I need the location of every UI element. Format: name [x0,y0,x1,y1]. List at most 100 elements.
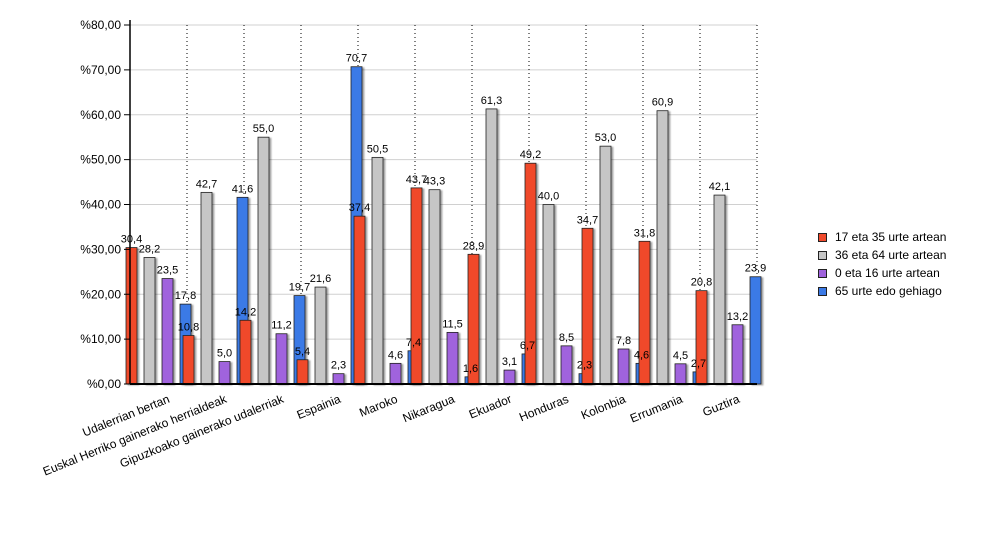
bar [257,136,270,385]
data-label: 4,6 [388,349,403,361]
bar [218,361,231,385]
data-label: 1,6 [463,363,478,375]
bar [560,345,573,385]
bar [542,204,555,385]
bar [200,191,213,385]
data-label: 2,7 [691,358,706,370]
data-label: 37,4 [349,202,370,214]
bar [731,324,744,385]
data-label: 19,7 [289,282,310,294]
data-label: 60,9 [652,97,673,109]
y-tick-label: %70,00 [80,63,121,77]
data-label: 11,5 [442,318,463,330]
bar [125,247,138,385]
data-label: 11,2 [271,320,292,332]
data-label: 23,9 [745,263,766,275]
legend-item: 0 eta 16 urte artean [818,264,946,282]
legend-label: 36 eta 64 urte artean [835,248,947,262]
grid [130,24,758,384]
bar [332,373,345,385]
bar [674,363,687,385]
bar [485,108,498,385]
data-label: 70,7 [346,53,367,65]
legend-item: 36 eta 64 urte artean [818,246,946,264]
bar [296,359,309,385]
bar [638,240,651,385]
data-label: 6,7 [520,340,535,352]
x-tick-label: Espainia [295,392,343,422]
legend-label: 17 eta 35 urte artean [835,230,947,244]
data-label: 30,4 [121,234,142,246]
legend-swatch [818,286,827,296]
y-tick-label: %20,00 [80,287,121,301]
bar [428,189,441,385]
y-tick-label: %10,00 [80,332,121,346]
legend-swatch [818,232,827,242]
data-label: 28,2 [139,243,160,255]
y-tick-label: %30,00 [80,242,121,256]
data-label: 4,5 [673,350,688,362]
data-label: 4,6 [634,349,649,361]
data-label: 43,7 [406,174,427,186]
legend-label: 0 eta 16 urte artean [835,266,940,280]
bar [749,276,762,385]
data-label: 7,8 [616,335,631,347]
bar [353,215,366,385]
data-labels: 30,428,2 23,5 17,8 10,8 42,7 5,0 41,6 14,2 55,0 1… [121,53,766,375]
legend-swatch [818,250,827,260]
data-label: 2,3 [331,360,346,372]
data-label: 3,1 [502,356,517,368]
data-label: 53,0 [595,132,616,144]
x-tick-label: Honduras [517,392,570,424]
bar [371,156,384,385]
data-label: 40,0 [538,191,559,203]
data-label: 55,0 [253,123,274,135]
data-label: 8,5 [559,332,574,344]
y-tick-label: %40,00 [80,198,121,212]
bar [161,278,174,385]
bar [599,145,612,385]
data-label: 2,3 [577,360,592,372]
data-label: 61,3 [481,95,502,107]
bar [446,331,459,385]
data-label: 7,4 [406,337,421,349]
bar [503,369,516,385]
data-label: 20,8 [691,277,712,289]
data-label: 23,5 [157,265,178,277]
data-label: 42,7 [196,178,217,190]
bar [713,194,726,385]
data-label: 41,6 [232,183,253,195]
x-tick-label: Kolonbia [579,392,628,423]
bar [182,335,195,385]
bar [617,348,630,385]
data-label: 5,4 [295,346,310,358]
x-tick-label: Errumania [628,392,685,426]
data-label: 10,8 [178,322,199,334]
x-tick-label: Nikaragua [401,392,457,426]
data-label: 13,2 [727,311,748,323]
bar [410,187,423,385]
bar [143,257,156,385]
legend: 17 eta 35 urte artean 36 eta 64 urte arte… [818,228,946,300]
bar [656,110,669,385]
y-tick-label: %80,00 [80,18,121,32]
y-tick-label: %60,00 [80,108,121,122]
bar [275,333,288,385]
y-tick-label: %50,00 [80,153,121,167]
legend-item: 65 urte edo gehiago [818,282,946,300]
x-tick-label: Maroko [357,392,400,420]
legend-item: 17 eta 35 urte artean [818,228,946,246]
data-label: 49,2 [520,149,541,161]
legend-swatch [818,268,827,278]
y-tick-label: %0,00 [87,377,121,391]
bar [239,319,252,385]
data-label: 17,8 [175,290,196,302]
bar [314,286,327,385]
x-tick-label: Guztira [701,392,742,420]
x-tick-label: Ekuador [467,392,514,422]
data-label: 42,1 [709,181,730,193]
data-label: 21,6 [310,273,331,285]
data-label: 43,3 [424,176,445,188]
data-label: 28,9 [463,240,484,252]
